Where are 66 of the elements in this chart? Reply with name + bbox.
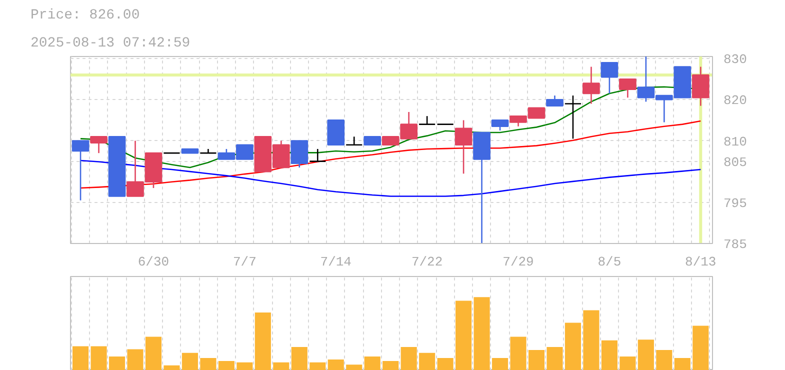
candlestick xyxy=(308,148,326,162)
y-tick-label: 810 xyxy=(724,134,747,150)
bar xyxy=(364,356,380,370)
x-tick-label: 7/7 xyxy=(232,254,256,270)
bar xyxy=(254,312,271,370)
candlestick xyxy=(290,140,308,168)
bar xyxy=(382,360,399,370)
bar xyxy=(310,362,326,370)
bar xyxy=(328,359,344,370)
bar xyxy=(528,350,545,370)
candlestick xyxy=(546,94,564,106)
bar xyxy=(72,346,89,370)
chart-subtitle: 2025-08-13 07:42:59 xyxy=(30,36,190,52)
bar xyxy=(291,347,308,370)
bar xyxy=(546,347,563,370)
y-tick-label: 795 xyxy=(724,196,747,211)
x-tick-label: 7/14 xyxy=(320,254,352,270)
candlestick xyxy=(345,136,363,146)
bar xyxy=(200,358,216,370)
bar xyxy=(620,356,636,370)
bar xyxy=(164,365,180,370)
candlestick xyxy=(582,66,600,104)
bar xyxy=(474,297,490,370)
bar xyxy=(218,360,234,370)
chart-title: Price: 826.00 xyxy=(30,8,140,24)
bar xyxy=(127,349,144,370)
bar xyxy=(346,364,362,370)
y-tick-label: 785 xyxy=(724,237,747,252)
candlestick xyxy=(90,136,108,154)
y-tick-label: 805 xyxy=(724,154,747,170)
candlestick xyxy=(72,140,90,201)
bar xyxy=(456,300,472,370)
bar xyxy=(510,336,526,370)
bar xyxy=(273,362,290,370)
candlestick xyxy=(564,94,582,140)
line-series xyxy=(80,120,702,189)
candlestick xyxy=(454,120,472,174)
bar xyxy=(437,358,454,370)
bar xyxy=(182,352,198,370)
bar xyxy=(236,362,253,370)
x-tick-label: 8/13 xyxy=(685,254,716,270)
candlestick xyxy=(200,148,217,154)
bar xyxy=(656,350,672,370)
bar xyxy=(419,352,436,370)
x-tick-label: 6/30 xyxy=(138,254,170,270)
bar xyxy=(601,340,618,370)
bar xyxy=(564,322,581,370)
line-series xyxy=(80,160,702,197)
y-tick-label: 820 xyxy=(724,93,747,108)
x-tick-label: 7/29 xyxy=(502,254,534,270)
bar xyxy=(674,358,690,370)
bar xyxy=(400,347,417,370)
y-tick-label: 830 xyxy=(724,52,747,68)
bar xyxy=(145,336,162,370)
bar xyxy=(583,310,600,370)
candlestick xyxy=(600,62,618,94)
candlestick xyxy=(491,120,509,132)
x-tick-label: 8/5 xyxy=(598,254,622,270)
bar xyxy=(492,358,508,370)
bar xyxy=(692,326,709,370)
candlestick xyxy=(692,66,710,106)
x-tick-label: 7/22 xyxy=(411,254,443,270)
bar xyxy=(108,356,126,370)
bar xyxy=(638,340,654,370)
candlestick xyxy=(619,78,636,98)
bar xyxy=(90,346,107,370)
